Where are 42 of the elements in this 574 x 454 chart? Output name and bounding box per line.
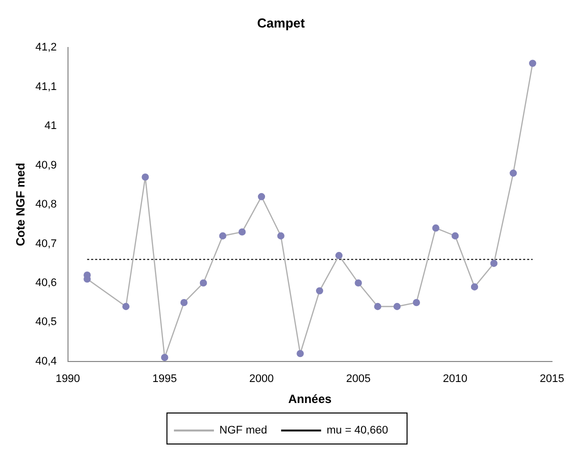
point xyxy=(335,252,343,260)
point xyxy=(296,350,304,358)
point xyxy=(432,224,440,232)
point xyxy=(452,232,459,240)
chart-title: Campet xyxy=(257,15,306,30)
y-tick-label: 40,6 xyxy=(35,276,57,289)
point xyxy=(238,228,246,236)
point xyxy=(180,298,188,306)
y-tick-label: 40,8 xyxy=(35,198,57,211)
y-tick-label: 40,5 xyxy=(35,316,57,328)
y-tick-label: 41 xyxy=(44,120,57,132)
y-tick-label: 41,1 xyxy=(35,80,57,93)
point xyxy=(529,60,536,67)
legend-label: mu = 40,660 xyxy=(326,424,388,437)
y-tick-label: 40,4 xyxy=(35,355,57,368)
y-tick-label: 41,2 xyxy=(35,42,57,54)
point xyxy=(219,232,226,240)
legend-label: NGF med xyxy=(219,424,268,437)
x-tick-label: 2015 xyxy=(540,373,564,386)
point xyxy=(490,260,498,267)
x-tick-label: 2010 xyxy=(442,373,468,386)
x-tick-label: 2000 xyxy=(249,373,274,386)
x-tick-label: 1995 xyxy=(152,373,177,386)
y-axis-title: Cote NGF med xyxy=(14,162,28,246)
point xyxy=(470,283,478,290)
point xyxy=(316,287,324,294)
point xyxy=(412,298,420,306)
point xyxy=(277,232,284,240)
point xyxy=(354,279,362,287)
y-tick-label: 40,9 xyxy=(35,159,57,172)
point xyxy=(258,193,266,200)
point xyxy=(161,354,168,362)
point xyxy=(200,279,207,287)
y-tick-label: 40,7 xyxy=(35,238,57,250)
point xyxy=(142,173,149,181)
x-tick-label: 2005 xyxy=(346,373,371,386)
point xyxy=(510,170,517,177)
point xyxy=(122,302,130,310)
x-axis-title: Années xyxy=(288,392,332,406)
point xyxy=(374,302,382,310)
point xyxy=(393,302,401,310)
x-tick-label: 1990 xyxy=(56,373,80,386)
